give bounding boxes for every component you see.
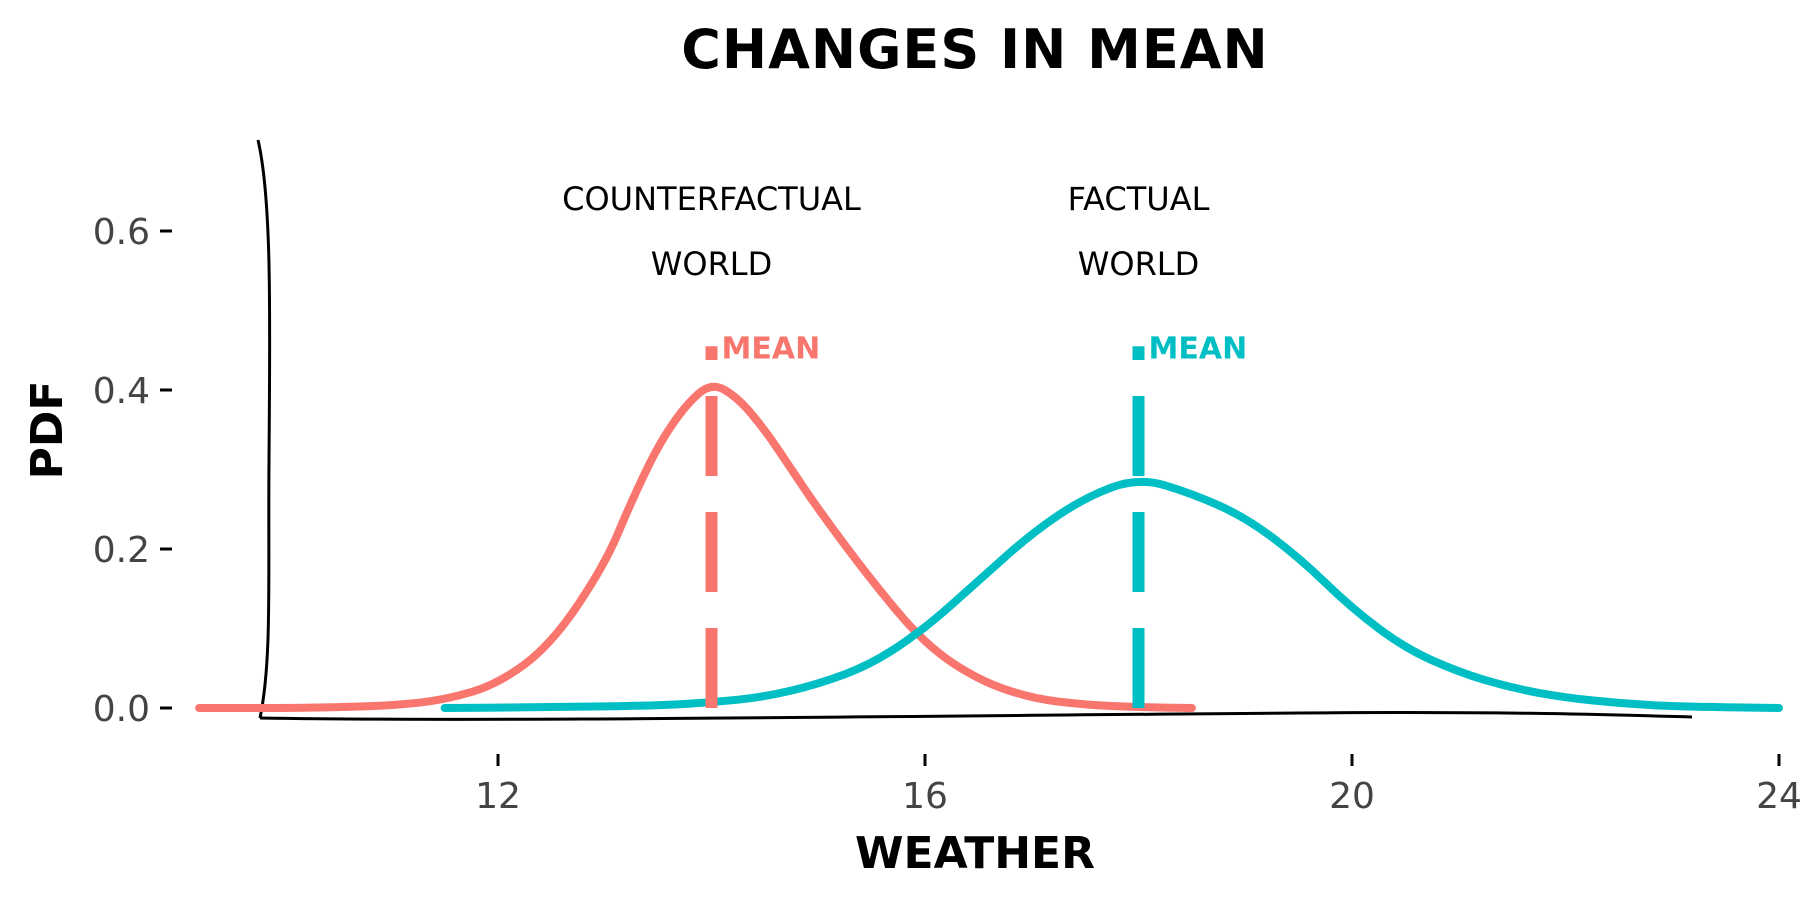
y-tick-label: 0.6 xyxy=(93,212,150,253)
y-ticks: 0.0 0.2 0.4 0.6 xyxy=(93,212,172,730)
x-tick-label: 12 xyxy=(475,776,521,817)
annotation-line1-0: COUNTERFACTUAL xyxy=(562,180,861,218)
mean-label-1: MEAN xyxy=(1149,331,1248,366)
x-ticks: 12 16 20 24 xyxy=(475,754,1800,817)
x-axis-title: WEATHER xyxy=(855,828,1095,879)
x-tick-label: 20 xyxy=(1329,776,1375,817)
annotation-line2-0: WORLD xyxy=(651,245,773,283)
y-tick-label: 0.2 xyxy=(93,530,150,571)
mean-layer: MEAN MEAN xyxy=(705,331,1248,708)
series-line-1 xyxy=(440,477,1783,712)
y-axis-title: PDF xyxy=(22,381,73,480)
y-tick-label: 0.4 xyxy=(93,371,150,412)
x-tick-label: 24 xyxy=(1756,776,1800,817)
annotation-layer: COUNTERFACTUAL WORLD FACTUAL WORLD xyxy=(562,180,1209,283)
annotation-line1-1: FACTUAL xyxy=(1068,180,1210,218)
mean-label-0: MEAN xyxy=(722,331,821,366)
y-tick-label: 0.0 xyxy=(93,689,150,730)
x-axis-line xyxy=(259,710,1693,721)
chart-title: CHANGES IN MEAN xyxy=(681,18,1268,81)
series-layer xyxy=(195,382,1783,713)
series-line-0 xyxy=(195,382,1196,713)
x-tick-label: 16 xyxy=(902,776,948,817)
annotation-line2-1: WORLD xyxy=(1078,245,1200,283)
y-axis-line xyxy=(256,139,272,719)
